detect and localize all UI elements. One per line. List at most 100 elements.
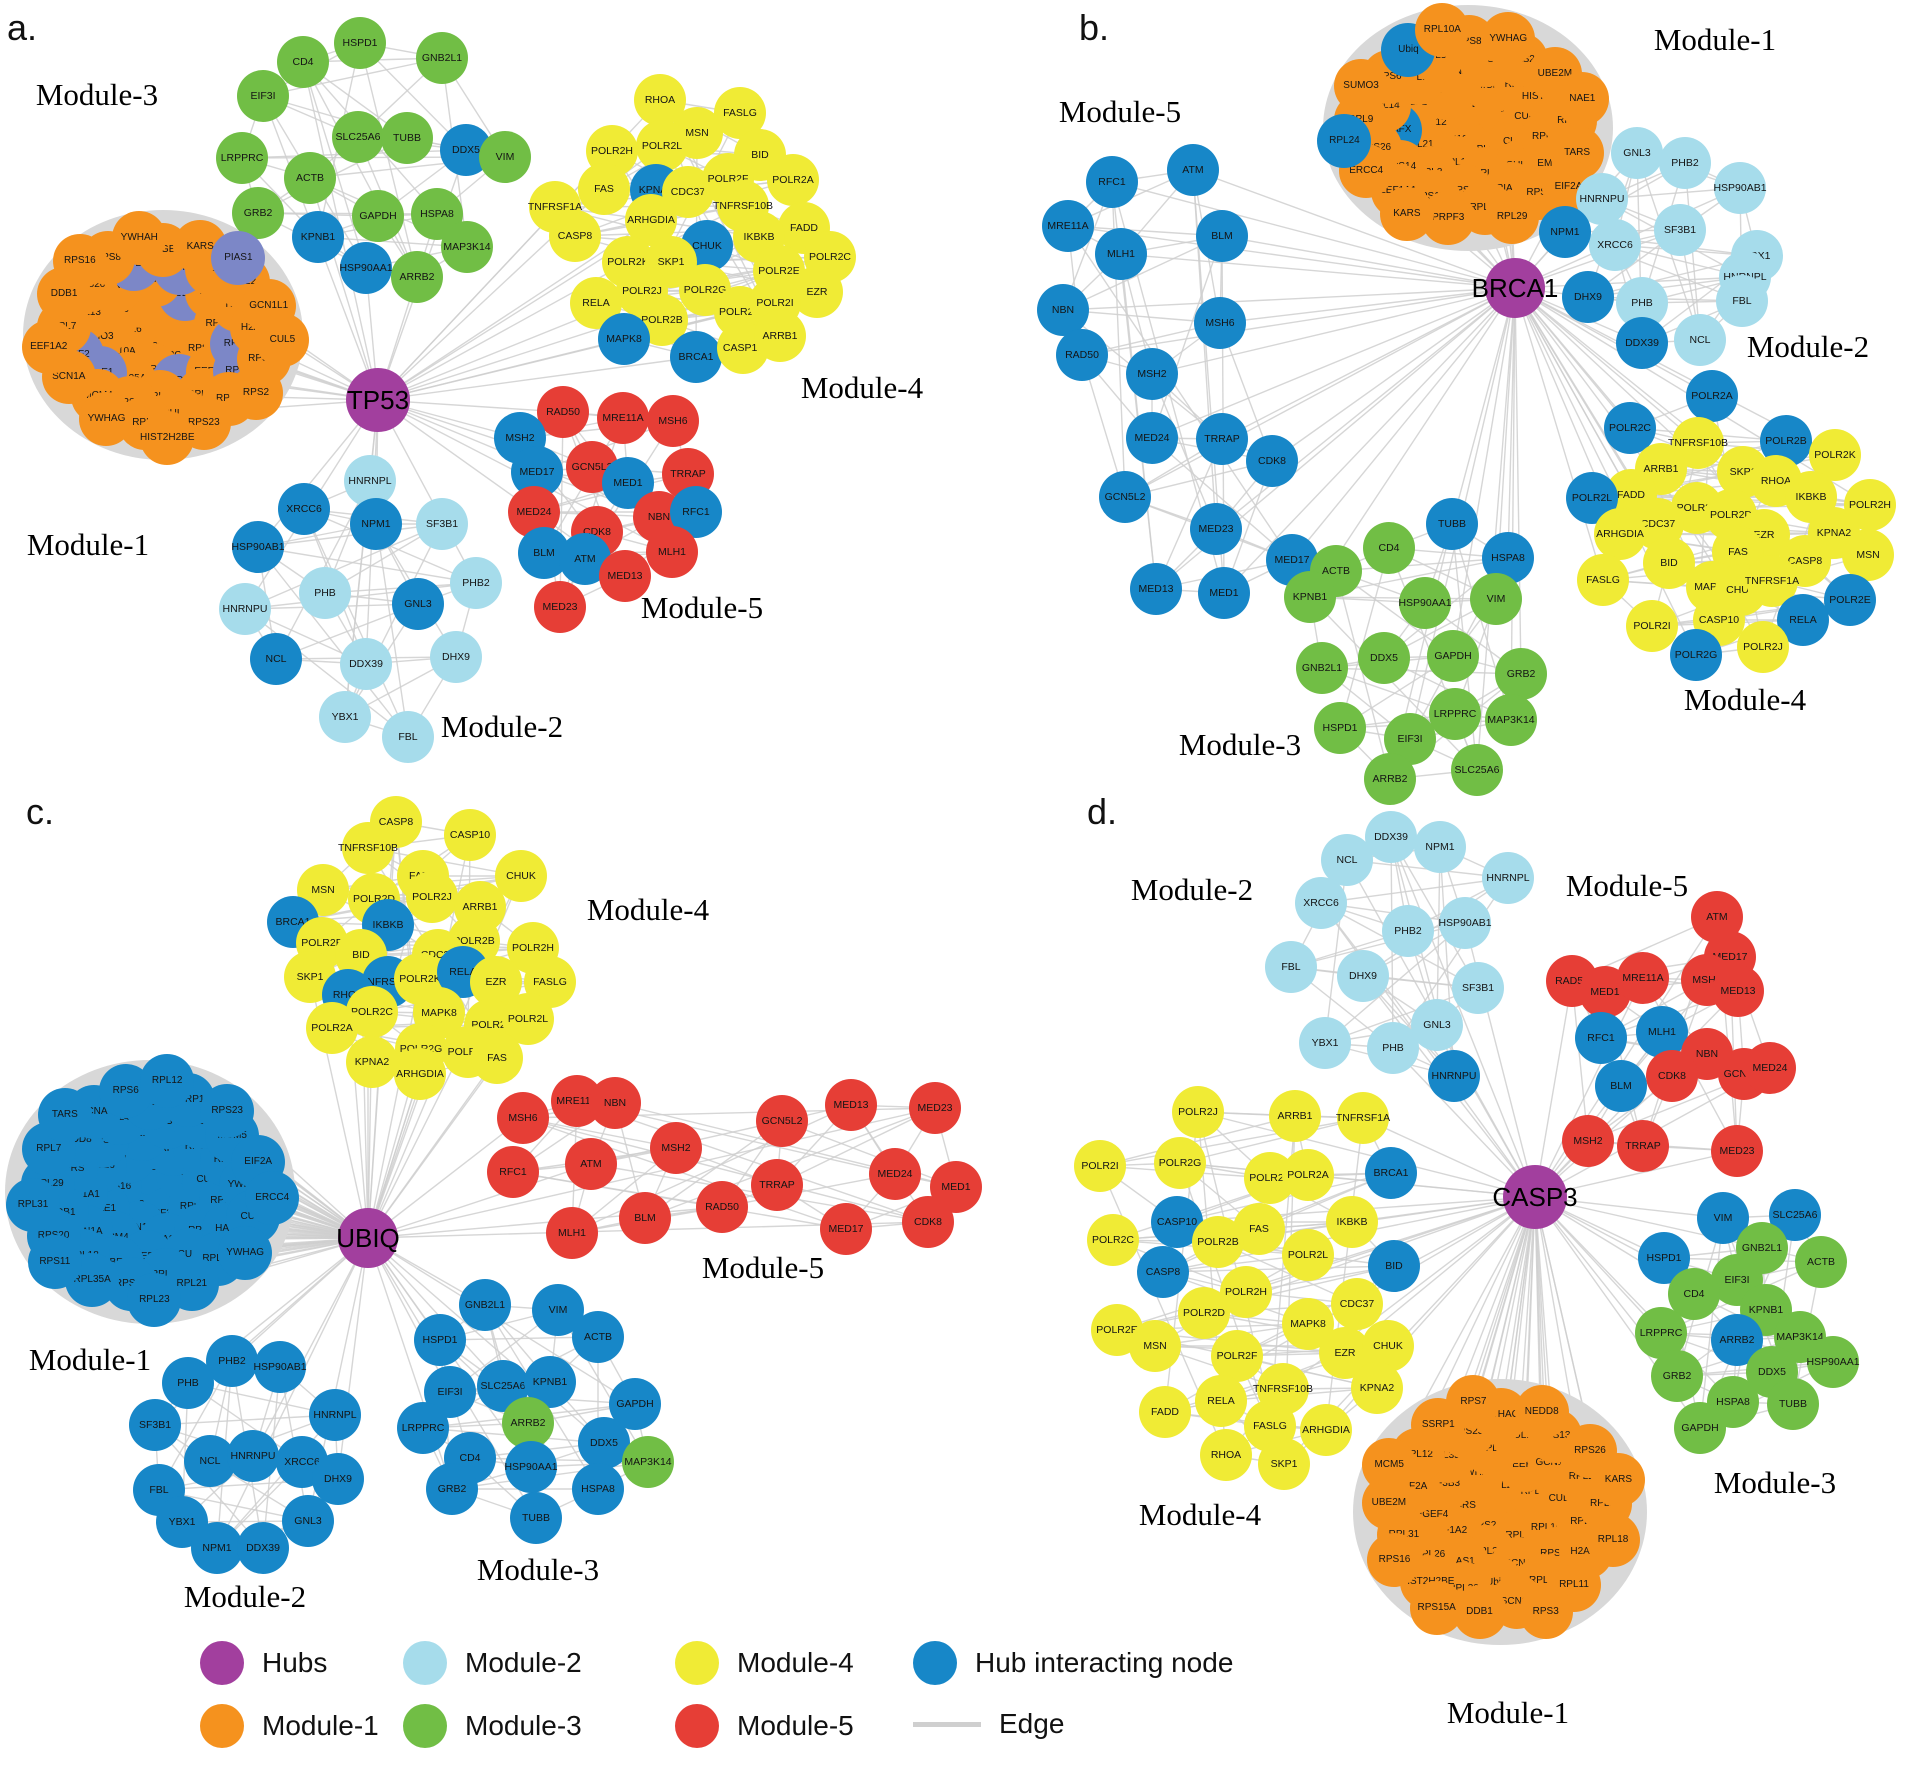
node-vim[interactable]: VIM — [479, 131, 531, 183]
node-polr2j[interactable]: POLR2J — [406, 871, 458, 923]
node-med1[interactable]: MED1 — [1198, 567, 1250, 619]
node-rfc1[interactable]: RFC1 — [487, 1146, 539, 1198]
node-map3k14[interactable]: MAP3K14 — [622, 1436, 674, 1488]
node-polr2l[interactable]: POLR2L — [636, 120, 688, 172]
node-polr2l[interactable]: POLR2L — [1282, 1229, 1334, 1281]
node-bid[interactable]: BID — [1368, 1240, 1420, 1292]
node-chuk[interactable]: CHUK — [495, 850, 547, 902]
node-ncl[interactable]: NCL — [1674, 314, 1726, 366]
node-gapdh[interactable]: GAPDH — [1427, 630, 1479, 682]
node-actb[interactable]: ACTB — [1795, 1236, 1847, 1288]
node-rps16[interactable]: RPS16 — [1367, 1533, 1422, 1588]
node-hnrnpl[interactable]: HNRNPL — [1482, 852, 1534, 904]
node-hsp90aa1[interactable]: HSP90AA1 — [504, 1441, 558, 1493]
node-msn[interactable]: MSN — [1129, 1320, 1181, 1372]
node-polr2g[interactable]: POLR2G — [1154, 1137, 1206, 1189]
node-med13[interactable]: MED13 — [599, 550, 651, 602]
node-ddx5[interactable]: DDX5 — [578, 1417, 630, 1469]
node-casp8[interactable]: CASP8 — [549, 210, 601, 262]
node-polr2j[interactable]: POLR2J — [1172, 1086, 1224, 1138]
node-trrap[interactable]: TRRAP — [751, 1159, 803, 1211]
node-polr2c[interactable]: POLR2C — [1087, 1214, 1139, 1266]
node-casp10[interactable]: CASP10 — [444, 809, 496, 861]
node-rhoa[interactable]: RHOA — [1200, 1429, 1252, 1481]
node-rfc1[interactable]: RFC1 — [1086, 156, 1138, 208]
node-actb[interactable]: ACTB — [572, 1311, 624, 1363]
node-mre11a[interactable]: MRE11A — [597, 392, 649, 444]
node-kpna2[interactable]: KPNA2 — [346, 1036, 398, 1088]
node-msh6[interactable]: MSH6 — [1194, 297, 1246, 349]
node-sf3b1[interactable]: SF3B1 — [129, 1399, 181, 1451]
node-mre11a[interactable]: MRE11A — [1617, 952, 1669, 1004]
node-sumo3[interactable]: SUMO3 — [1334, 59, 1389, 114]
node-polr2a[interactable]: POLR2A — [306, 1002, 358, 1054]
node-gnl3[interactable]: GNL3 — [1611, 127, 1663, 179]
node-rad50[interactable]: RAD50 — [696, 1181, 748, 1233]
node-trrap[interactable]: TRRAP — [1617, 1120, 1669, 1172]
node-tars[interactable]: TARS — [37, 1087, 92, 1142]
node-nbn[interactable]: NBN — [1037, 284, 1089, 336]
node-nbn[interactable]: NBN — [589, 1077, 641, 1129]
node-tubb[interactable]: TUBB — [510, 1492, 562, 1544]
node-arhgdia[interactable]: ARHGDIA — [1594, 508, 1646, 560]
node-lrpprc[interactable]: LRPPRC — [1429, 688, 1481, 740]
node-hnrnpl[interactable]: HNRNPL — [309, 1389, 361, 1441]
node-dhx9[interactable]: DHX9 — [1337, 950, 1389, 1002]
node-dhx9[interactable]: DHX9 — [312, 1453, 364, 1505]
node-cd4[interactable]: CD4 — [1363, 522, 1415, 574]
node-grb2[interactable]: GRB2 — [232, 187, 284, 239]
node-hsp90aa1[interactable]: HSP90AA1 — [1806, 1336, 1860, 1388]
node-cdc37[interactable]: CDC37 — [1331, 1278, 1383, 1330]
node-blm[interactable]: BLM — [1196, 210, 1248, 262]
node-msh2[interactable]: MSH2 — [1126, 348, 1178, 400]
node-npm1[interactable]: NPM1 — [1414, 821, 1466, 873]
node-mlh1[interactable]: MLH1 — [546, 1207, 598, 1259]
node-polr2a[interactable]: POLR2A — [1282, 1149, 1334, 1201]
node-med17[interactable]: MED17 — [820, 1203, 872, 1255]
node-polr2e[interactable]: POLR2E — [1824, 574, 1876, 626]
node-kpnb1[interactable]: KPNB1 — [292, 211, 344, 263]
node-tubb[interactable]: TUBB — [381, 112, 433, 164]
node-fbl[interactable]: FBL — [1265, 941, 1317, 993]
node-hspd1[interactable]: HSPD1 — [334, 17, 386, 69]
node-ezr[interactable]: EZR — [791, 266, 843, 318]
node-gnl3[interactable]: GNL3 — [1411, 999, 1463, 1051]
node-hspd1[interactable]: HSPD1 — [1314, 702, 1366, 754]
node-ddx39[interactable]: DDX39 — [1365, 811, 1417, 863]
node-rps15a[interactable]: RPS15A — [1409, 1581, 1464, 1636]
node-med23[interactable]: MED23 — [534, 581, 586, 633]
node-cul5[interactable]: CUL5 — [255, 313, 310, 368]
node-msh2[interactable]: MSH2 — [1562, 1115, 1614, 1167]
node-ncl[interactable]: NCL — [1321, 834, 1373, 886]
node-mapk8[interactable]: MAPK8 — [598, 313, 650, 365]
node-cd4[interactable]: CD4 — [277, 36, 329, 88]
node-ercc4[interactable]: ERCC4 — [245, 1170, 300, 1225]
node-pias1[interactable]: PIAS1 — [211, 230, 266, 285]
node-med23[interactable]: MED23 — [1190, 503, 1242, 555]
node-msn[interactable]: MSN — [1842, 529, 1894, 581]
node-med23[interactable]: MED23 — [1711, 1125, 1763, 1177]
node-rpl10a[interactable]: RPL10A — [1415, 2, 1470, 57]
node-hnrnpu[interactable]: HNRNPU — [227, 1430, 279, 1482]
node-npm1[interactable]: NPM1 — [1539, 206, 1591, 258]
node-casp8[interactable]: CASP8 — [1137, 1246, 1189, 1298]
node-hsp90ab1[interactable]: HSP90AB1 — [1713, 162, 1767, 214]
node-arrb2[interactable]: ARRB2 — [1364, 753, 1416, 805]
node-actb[interactable]: ACTB — [284, 152, 336, 204]
node-fadd[interactable]: FADD — [1139, 1386, 1191, 1438]
node-med13[interactable]: MED13 — [1130, 563, 1182, 615]
node-lrpprc[interactable]: LRPPRC — [216, 132, 268, 184]
node-med13[interactable]: MED13 — [825, 1079, 877, 1131]
node-slc25a6[interactable]: SLC25A6 — [332, 111, 384, 163]
node-atm[interactable]: ATM — [1167, 144, 1219, 196]
node-faslg[interactable]: FASLG — [1577, 554, 1629, 606]
node-cdk8[interactable]: CDK8 — [1646, 1050, 1698, 1102]
node-rpl24[interactable]: RPL24 — [1317, 113, 1372, 168]
node-ddx39[interactable]: DDX39 — [237, 1522, 289, 1574]
node-arrb2[interactable]: ARRB2 — [1711, 1314, 1763, 1366]
node-slc25a6[interactable]: SLC25A6 — [1451, 744, 1503, 796]
node-xrcc6[interactable]: XRCC6 — [278, 483, 330, 535]
node-tnfrsf1a[interactable]: TNFRSF1A — [1336, 1092, 1390, 1144]
node-cdk8[interactable]: CDK8 — [902, 1196, 954, 1248]
node-mre11a[interactable]: MRE11A — [1042, 200, 1094, 252]
